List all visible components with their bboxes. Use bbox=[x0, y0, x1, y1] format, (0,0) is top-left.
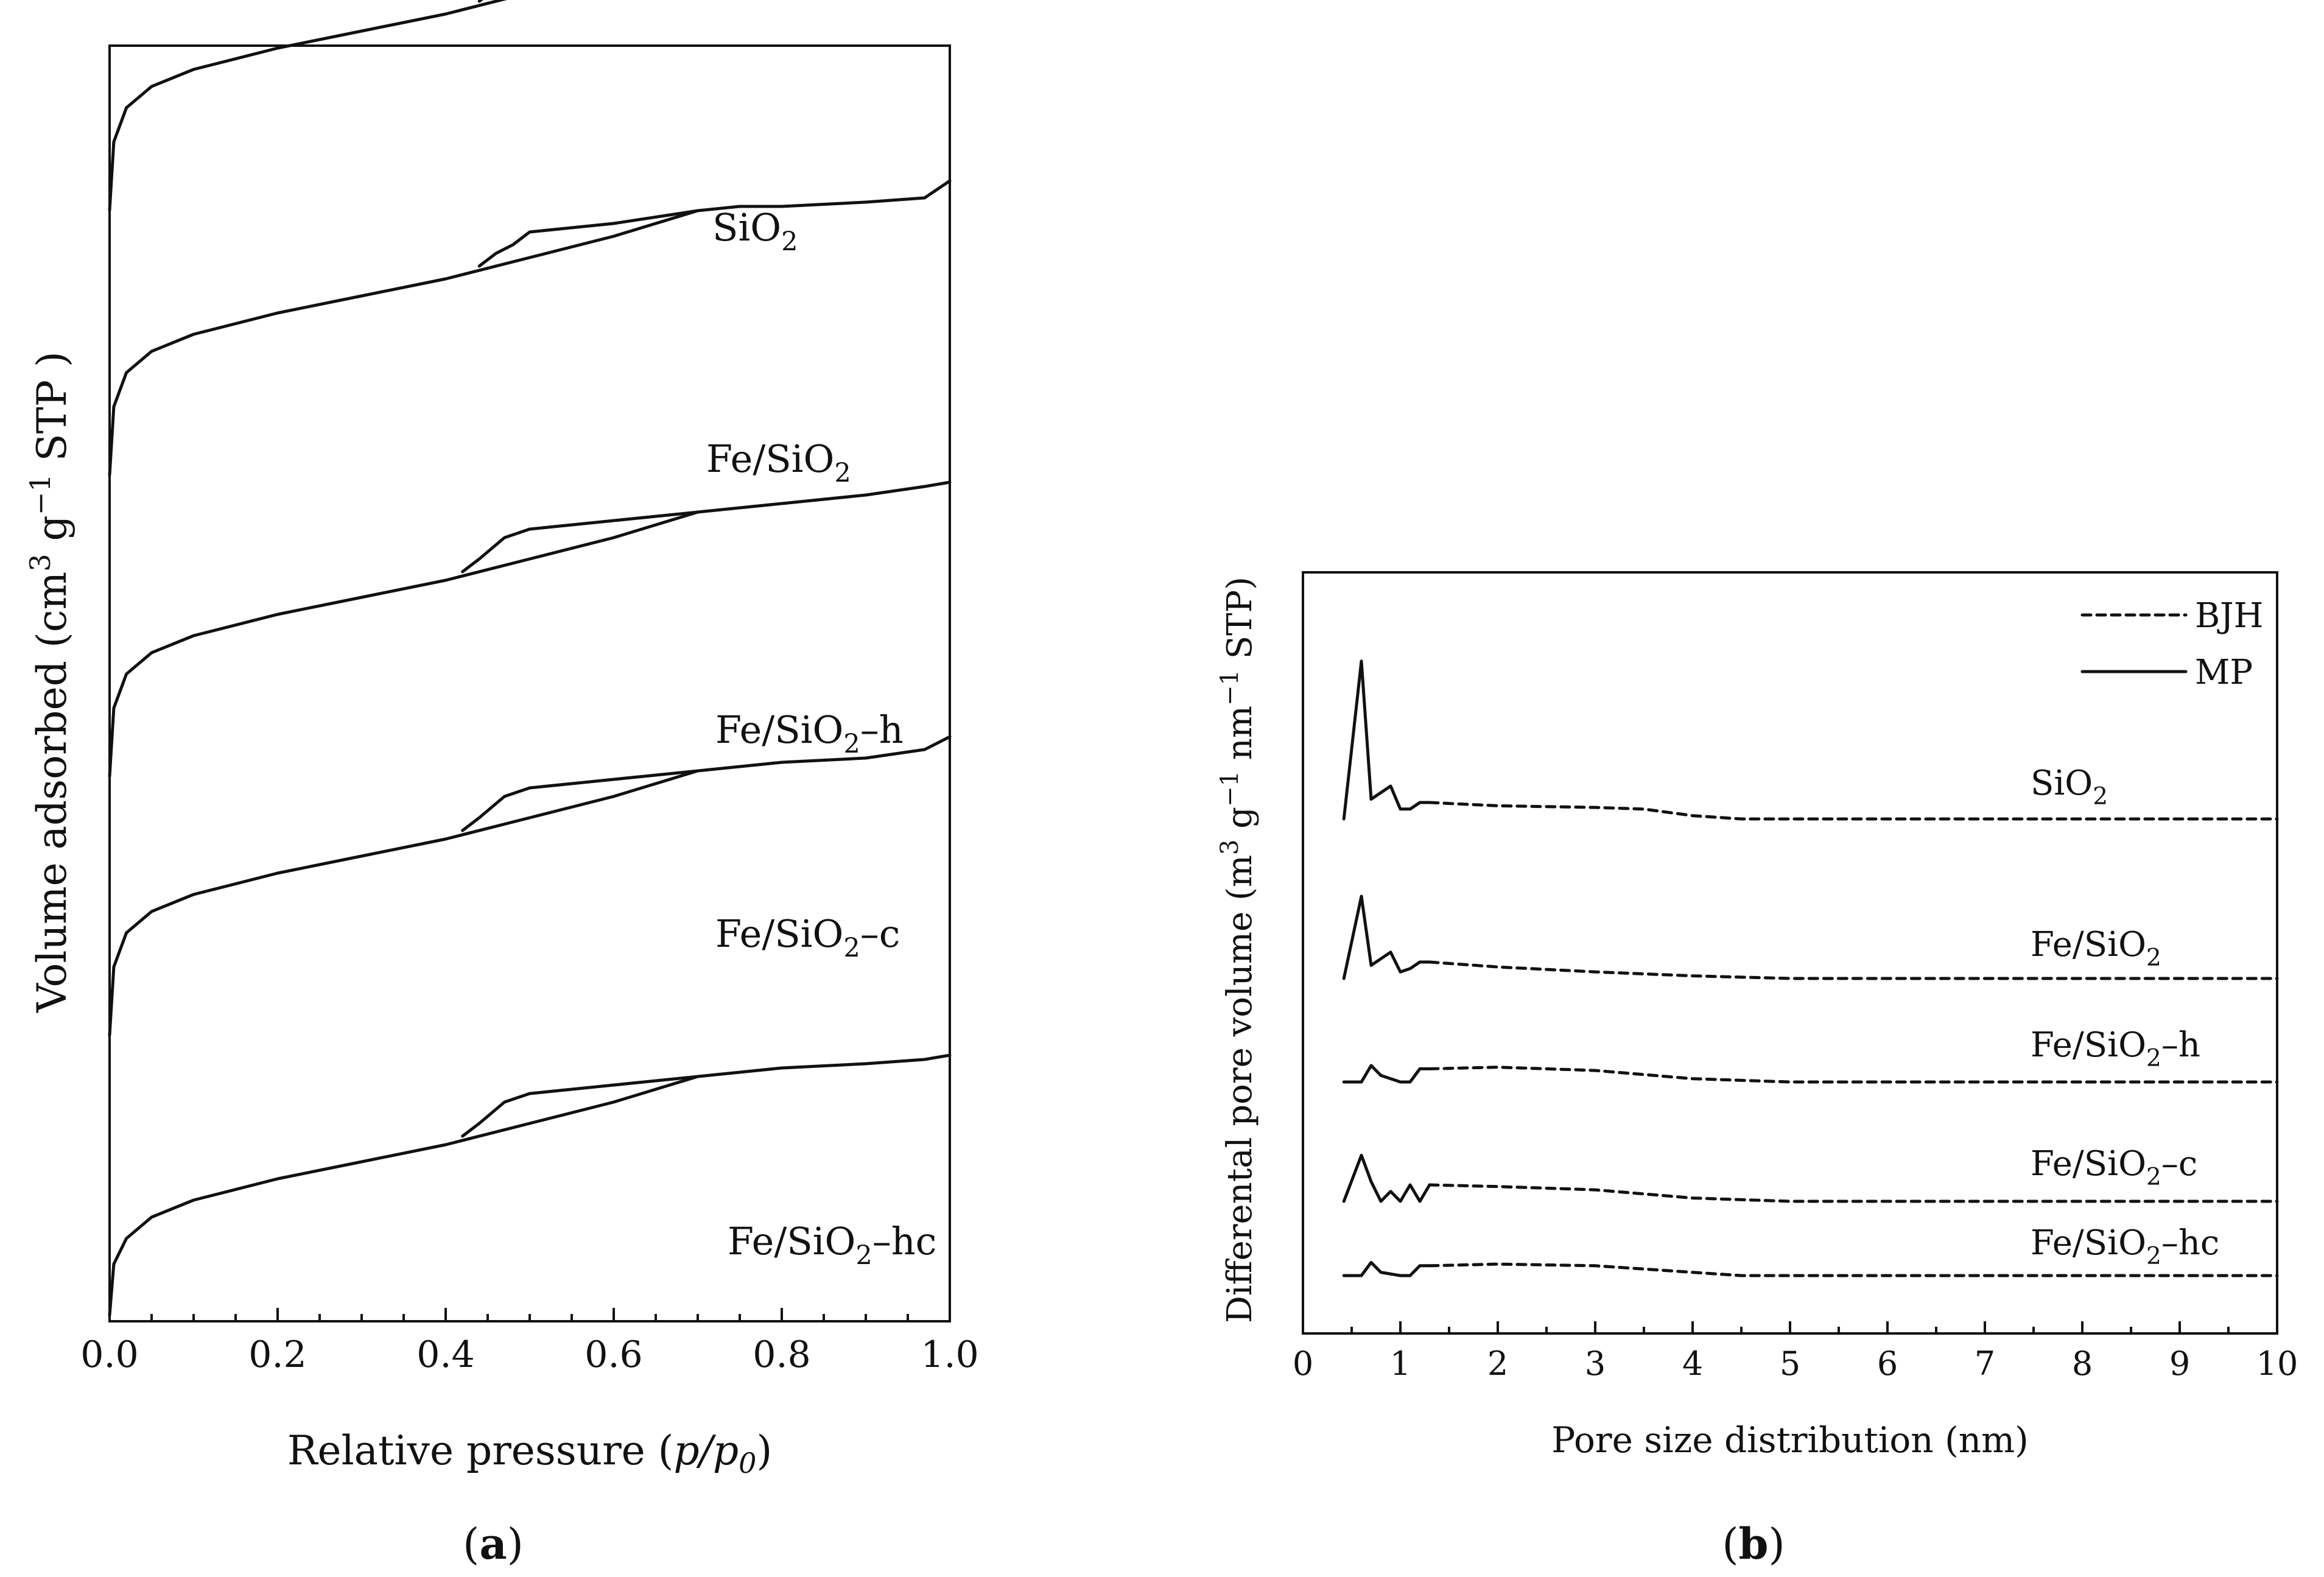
panel-a-caption: (a) bbox=[463, 1519, 524, 1569]
panel-b-series-label-3: Fe/SiO2–h bbox=[2031, 1025, 2200, 1072]
panel-a-series-label-3: Fe/SiO2–h bbox=[715, 708, 904, 759]
panel-b-x-tick-label: 5 bbox=[1780, 1344, 1800, 1383]
panel-a-ylabel: Volume adsorbed (cm3 g−1 STP ) bbox=[24, 351, 75, 1013]
isotherm-adsorption-4 bbox=[108, 735, 952, 1037]
mp-curve-2 bbox=[1342, 894, 1431, 980]
panel-b-x-tick-label: 8 bbox=[2072, 1344, 2093, 1383]
panel-a: 0.0 0.2 0.4 0.6 0.8 1.0 SiO2 Fe/SiO2 Fe/SiO2–h F… bbox=[24, 0, 979, 1569]
panel-b-xlabel: Pore size distribution (nm) bbox=[1551, 1419, 2028, 1461]
isotherm-desorption-2 bbox=[477, 209, 700, 268]
panel-a-x-tick-label: 0.2 bbox=[248, 1333, 306, 1376]
panel-b-x-tick-label: 0 bbox=[1293, 1344, 1313, 1383]
panel-a-x-tick-label: 0.6 bbox=[585, 1333, 642, 1376]
panel-b-series-label-5: Fe/SiO2–hc bbox=[2031, 1223, 2219, 1270]
panel-a-x-tick-label: 1.0 bbox=[921, 1333, 978, 1376]
panel-b-x-tick-label: 6 bbox=[1877, 1344, 1898, 1383]
panel-b-series-label-2: Fe/SiO2 bbox=[2031, 925, 2161, 972]
panel-a-x-tick-label: 0.0 bbox=[80, 1333, 138, 1376]
panel-b-x-tick-label: 3 bbox=[1585, 1344, 1606, 1383]
mp-curve-4 bbox=[1342, 1153, 1431, 1203]
bjh-curve-3 bbox=[1428, 1066, 2279, 1084]
isotherm-adsorption-2 bbox=[108, 179, 952, 477]
panel-b: 0 1 2 3 4 5 6 7 8 9 10 SiO2 Fe/SiO2 Fe/SiO2–h Fe/SiO2… bbox=[1216, 571, 2298, 1569]
panel-b-caption: (b) bbox=[1722, 1519, 1785, 1569]
isotherm-adsorption-1 bbox=[108, 0, 507, 212]
panel-b-x-tick-label: 7 bbox=[1975, 1344, 1995, 1383]
panel-a-x-tick-label: 0.4 bbox=[416, 1333, 474, 1376]
panel-a-xlabel: Relative pressure (p/p0) bbox=[287, 1427, 772, 1480]
bjh-curve-2 bbox=[1428, 960, 2279, 980]
panel-a-series-label-1: SiO2 bbox=[712, 205, 798, 257]
panel-a-series-label-2: Fe/SiO2 bbox=[706, 437, 851, 488]
bjh-curve-1 bbox=[1428, 801, 2279, 821]
isotherm-adsorption-5 bbox=[108, 1053, 952, 1317]
panel-b-series-label-4: Fe/SiO2–c bbox=[2031, 1144, 2197, 1191]
panel-a-frame bbox=[108, 44, 951, 1322]
mp-curve-1 bbox=[1342, 659, 1431, 821]
panel-a-series-label-5: Fe/SiO2–hc bbox=[728, 1219, 936, 1271]
isotherm-desorption-1 bbox=[477, 0, 483, 3]
legend-mp-label: MP bbox=[2195, 653, 2253, 692]
bjh-curve-5 bbox=[1428, 1262, 2279, 1277]
legend-bjh-label: BJH bbox=[2195, 596, 2263, 636]
panel-a-x-tick-label: 0.8 bbox=[753, 1333, 810, 1376]
panel-a-series-label-4: Fe/SiO2–c bbox=[715, 911, 900, 963]
legend: BJH MP bbox=[2080, 596, 2263, 692]
bjh-curve-4 bbox=[1428, 1183, 2279, 1203]
isotherm-desorption-3 bbox=[461, 510, 700, 574]
mp-curve-5 bbox=[1342, 1260, 1431, 1277]
panel-b-x-tick-label: 1 bbox=[1390, 1344, 1411, 1383]
panel-b-x-tick-label: 2 bbox=[1487, 1344, 1508, 1383]
isotherm-desorption-5 bbox=[461, 1075, 700, 1138]
panel-b-series-label-1: SiO2 bbox=[2031, 764, 2108, 810]
panel-b-ylabel: Differental pore volume (m3 g−1 nm−1 STP… bbox=[1216, 577, 1260, 1323]
isotherm-desorption-4 bbox=[461, 769, 700, 832]
panel-b-x-tick-label: 4 bbox=[1682, 1344, 1703, 1383]
isotherm-adsorption-3 bbox=[108, 480, 952, 778]
panel-b-x-tick-label: 9 bbox=[2169, 1344, 2190, 1383]
mp-curve-3 bbox=[1342, 1064, 1431, 1084]
panel-b-x-tick-label: 10 bbox=[2256, 1344, 2298, 1383]
